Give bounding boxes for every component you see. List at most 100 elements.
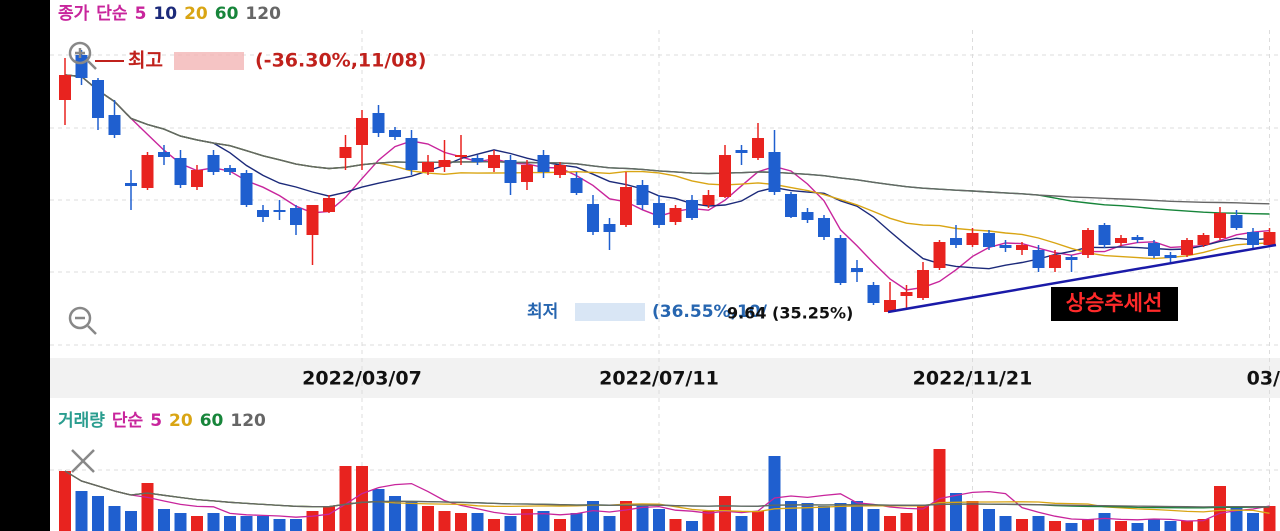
candle-body [59, 75, 71, 100]
candle-body [900, 292, 913, 296]
date-axis-band [50, 358, 1280, 398]
zoom-in-circle [68, 41, 92, 65]
volume-bar [405, 501, 418, 531]
candle-body [884, 300, 896, 312]
candle-body [636, 185, 649, 205]
candle-body [240, 173, 253, 205]
volume-bar [1263, 506, 1276, 531]
volume-bar [653, 509, 665, 531]
volume-bar [851, 501, 863, 531]
volume-bar [867, 509, 880, 531]
candle-body [587, 204, 599, 232]
candle-body [1082, 230, 1094, 255]
price-legend: 종가 단순 5 10 20 60 120 [58, 4, 281, 24]
volume-bar [966, 501, 979, 531]
candle-body [851, 268, 863, 272]
candle-body [92, 80, 104, 118]
zoom-in[interactable] [68, 41, 97, 70]
candle-body [158, 152, 170, 157]
volume-bar [125, 511, 137, 531]
volume-bar [735, 516, 748, 531]
volume-bar [521, 509, 533, 531]
legend-entry: 20 [184, 4, 208, 24]
candle-body [834, 238, 847, 283]
volume-bar [1197, 519, 1210, 531]
candle-body [75, 55, 88, 78]
volume-bar [273, 519, 286, 531]
candle-body [966, 233, 979, 245]
candle-body [933, 242, 946, 268]
volume-bar [438, 511, 451, 531]
volume-bar [1148, 519, 1160, 531]
candle-body [207, 155, 220, 172]
volume-bar [1214, 486, 1226, 531]
volume-bar [900, 513, 913, 531]
candle-body [521, 165, 533, 182]
volume-bar [455, 513, 467, 531]
candle-body [422, 162, 434, 172]
candle-body [290, 208, 302, 225]
candle-body [603, 224, 616, 232]
volume-bar [1230, 506, 1243, 531]
volume-bar [686, 521, 698, 531]
ma-line [64, 74, 1270, 205]
close-volume[interactable] [71, 449, 95, 473]
candle-body [191, 170, 203, 187]
x-tick-label: 2022/11/21 [913, 368, 1033, 390]
volume-bar [1181, 521, 1193, 531]
moving-averages [64, 74, 1270, 291]
candle-body [983, 233, 995, 247]
last-label: 9.64 (35.25%) [727, 304, 853, 323]
candle-body [1032, 250, 1045, 268]
volume-bar [174, 513, 187, 531]
candle-body [735, 150, 748, 153]
candle-body [702, 195, 715, 205]
legend-entry: 단순 [96, 4, 128, 24]
trend-line [887, 243, 1277, 314]
candle-body [1049, 255, 1061, 268]
candle-body [537, 155, 550, 172]
volume-bar [224, 516, 236, 531]
volume-bar [92, 496, 104, 531]
volume-bar [933, 449, 946, 531]
volume-ma-line [64, 470, 1270, 508]
volume-bar [1098, 513, 1111, 531]
volume-bar [669, 519, 682, 531]
legend-entry: 120 [245, 4, 281, 24]
candle-body [653, 203, 665, 225]
candle-body [1148, 243, 1160, 256]
volume-bar [356, 466, 368, 531]
legend-entry: 거래량 [58, 411, 105, 431]
volume-bar [389, 496, 401, 531]
high-label: 최고 [128, 50, 163, 72]
candle-body [257, 210, 269, 217]
candle-body [1263, 232, 1276, 245]
zoom-out[interactable] [68, 306, 97, 335]
candle-body [504, 160, 517, 183]
volume-bar [768, 456, 781, 531]
candle-body [1181, 240, 1193, 255]
volume-bar [834, 503, 847, 531]
legend-entry: 5 [150, 411, 162, 431]
volume-bar [207, 513, 220, 531]
candle-body [372, 113, 385, 133]
candle-body [471, 158, 484, 162]
volume-bar [719, 496, 731, 531]
high-change: (-36.30%,11/08) [255, 50, 426, 72]
candle-body [818, 218, 830, 237]
candle-body [554, 165, 566, 175]
candle-body [801, 212, 814, 220]
volume-bar [75, 491, 88, 531]
volume-bar [1032, 516, 1045, 531]
candle-body [719, 155, 731, 197]
redaction [575, 303, 645, 321]
candle-body [1115, 238, 1127, 243]
volume-bar [950, 493, 962, 531]
volume-bar [1016, 519, 1028, 531]
volume-bar [1082, 519, 1094, 531]
candle-body [405, 138, 418, 170]
volume-bar [306, 511, 319, 531]
candle-body [455, 155, 467, 157]
candle-body [1164, 255, 1177, 258]
legend-entry: 종가 [58, 4, 90, 24]
